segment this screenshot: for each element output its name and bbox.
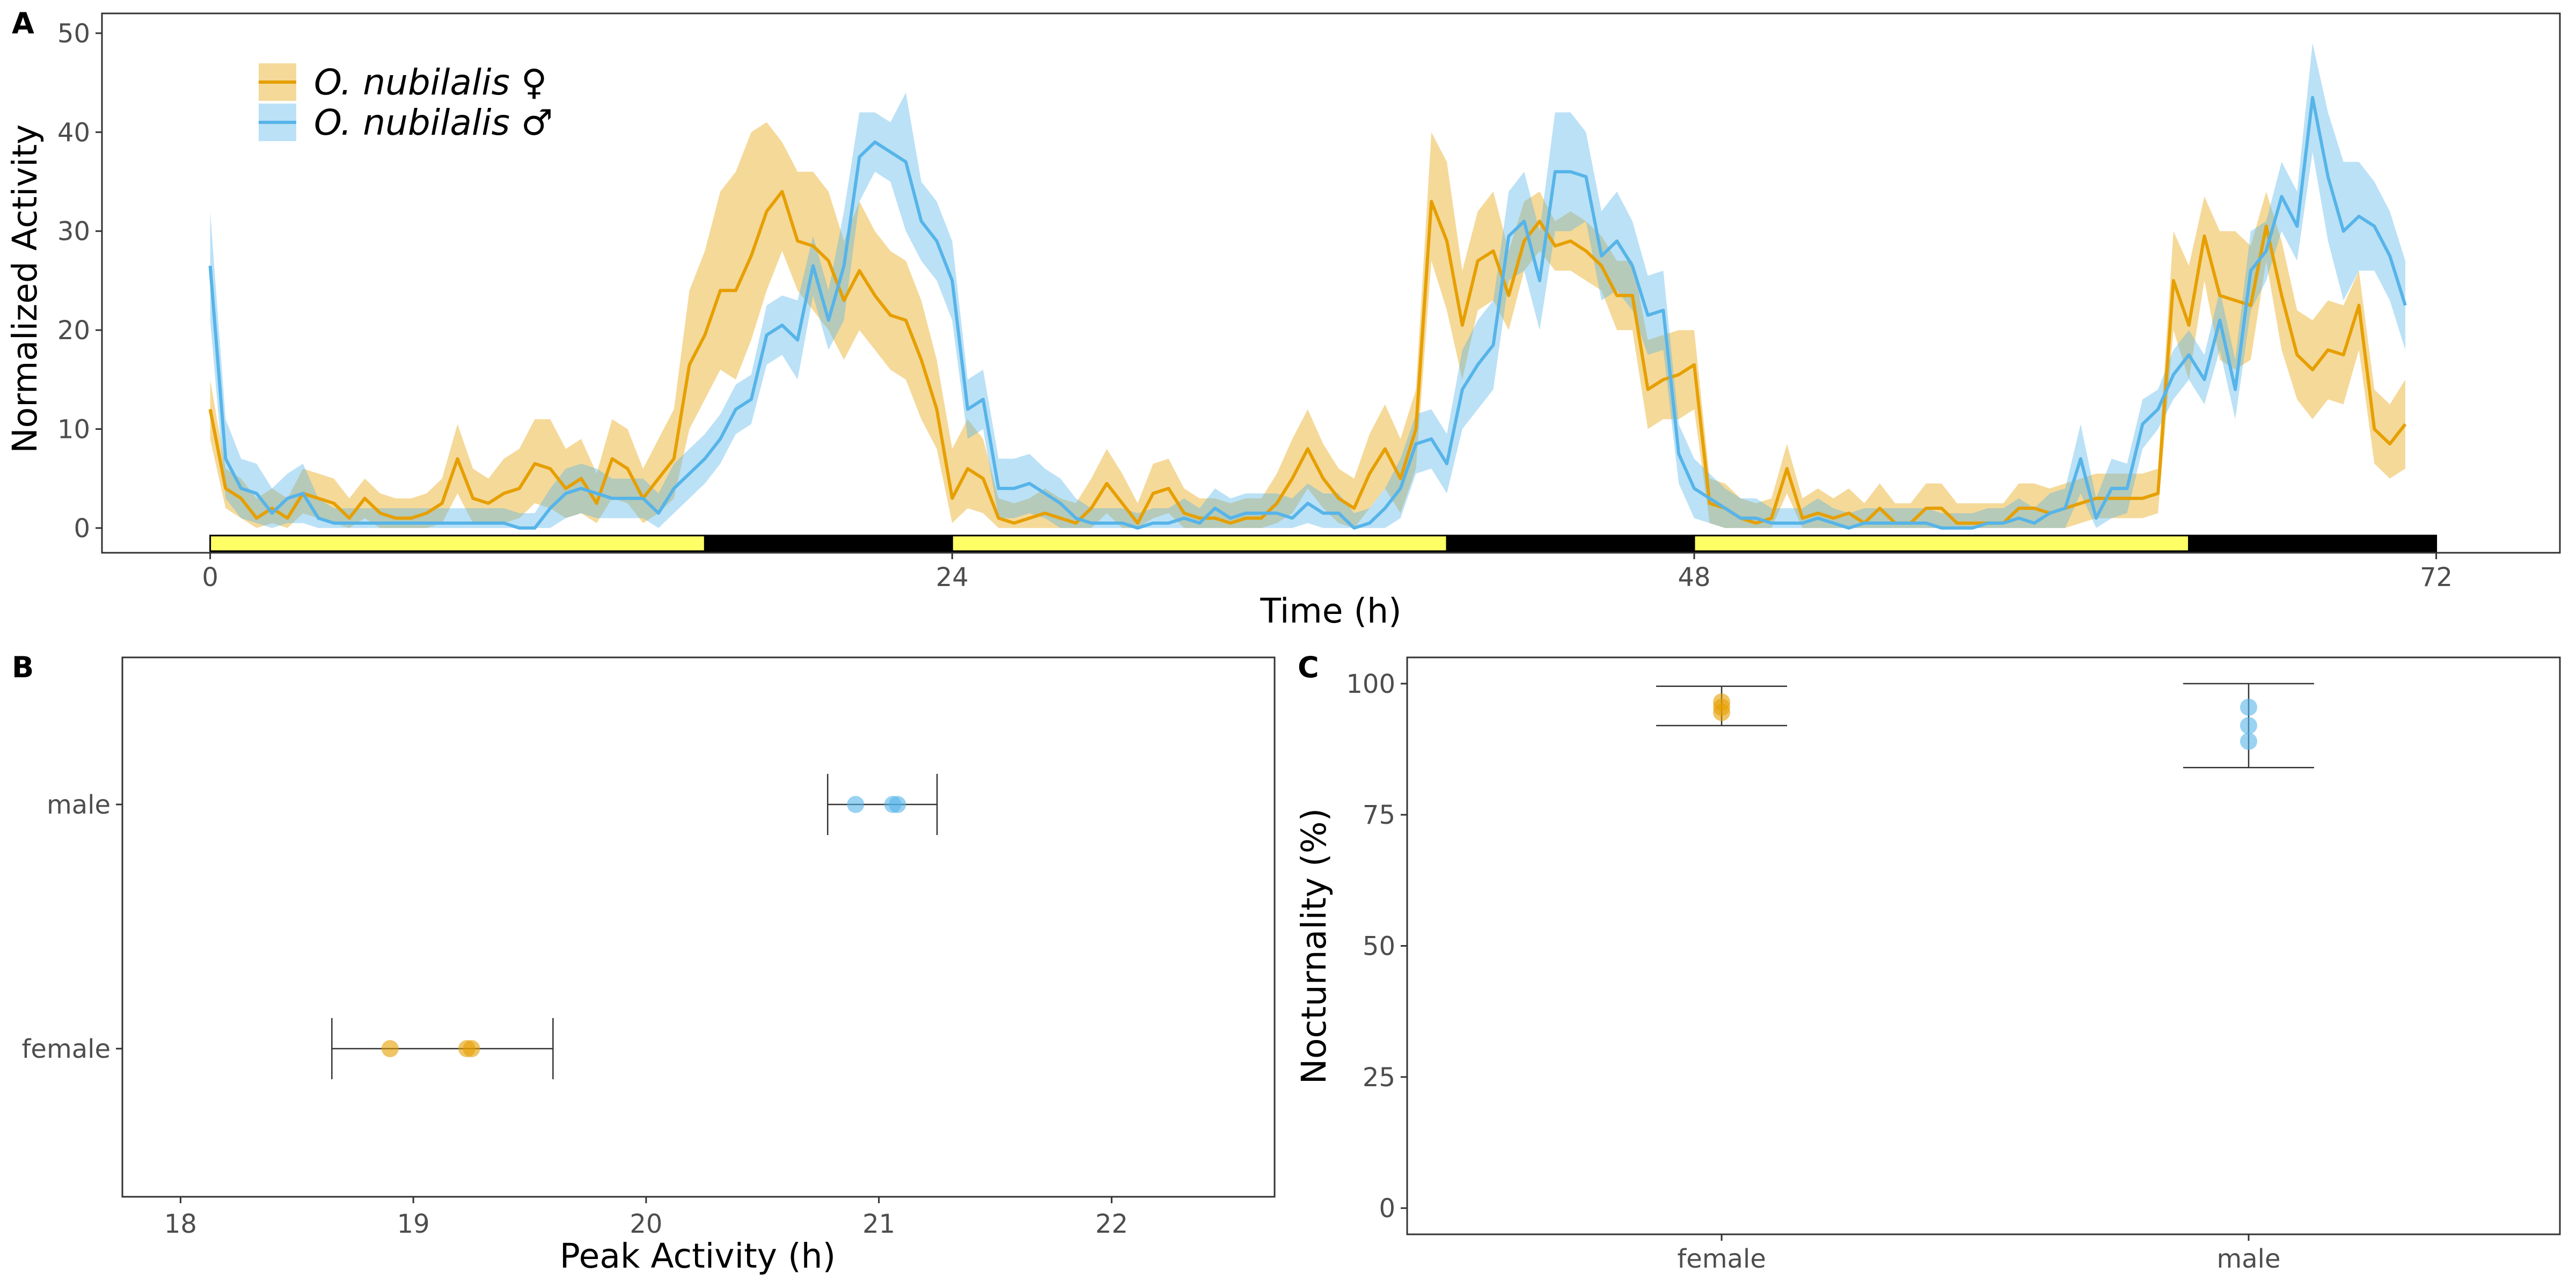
y-tick-label: 20 xyxy=(57,316,90,346)
photoperiod-light xyxy=(1693,535,2190,552)
panel-a: A 0 10 20 30 40 50 0 24 48 72 Time (h) Normalized… xyxy=(5,6,2561,631)
y-tick-label: 0 xyxy=(74,514,90,544)
panel-a-y-axis-title: Normalized Activity xyxy=(5,125,45,453)
x-tick-label: female xyxy=(1677,1244,1766,1274)
y-tick-label: 50 xyxy=(1363,932,1395,962)
panel-c-letter: C xyxy=(1298,650,1319,684)
y-tick-label: 10 xyxy=(57,414,90,444)
point-male xyxy=(2240,733,2257,750)
panel-b: B 18 19 20 21 22 female male Peak Activity (h) xyxy=(12,650,1276,1276)
panel-c-y-axis-title: Nocturnality (%) xyxy=(1294,808,1334,1084)
legend-male-label: O. nubilalis ♂ xyxy=(314,102,553,143)
x-tick-label: 21 xyxy=(862,1209,895,1239)
y-tick-label: 40 xyxy=(57,118,90,148)
photoperiod-dark xyxy=(1446,535,1695,552)
x-tick-label: 48 xyxy=(1678,562,1710,592)
panel-b-marks xyxy=(331,774,938,1079)
panel-c-marks xyxy=(1656,683,2314,769)
panel-b-letter: B xyxy=(12,650,34,684)
point-male xyxy=(2240,717,2257,735)
x-tick-label: 22 xyxy=(1095,1209,1128,1239)
point-male xyxy=(889,796,906,813)
ribbon-female xyxy=(210,122,2405,528)
y-tick-label: 50 xyxy=(57,19,90,49)
panel-a-lines xyxy=(208,96,2407,530)
x-tick-label: 0 xyxy=(202,562,218,592)
x-tick-label: 20 xyxy=(630,1209,662,1239)
panel-a-frame xyxy=(101,12,2561,554)
photoperiod-dark xyxy=(2188,535,2438,552)
photoperiod-bar xyxy=(209,535,2438,552)
y-tick-label: 30 xyxy=(57,217,90,247)
panel-b-x-axis-title: Peak Activity (h) xyxy=(560,1236,836,1276)
y-tick-label: female xyxy=(22,1034,111,1064)
panel-a-ribbons xyxy=(210,43,2405,528)
point-female xyxy=(1713,693,1730,711)
point-male xyxy=(847,796,865,813)
x-tick-label: 18 xyxy=(164,1209,197,1239)
photoperiod-light xyxy=(209,535,706,552)
panel-c-frame xyxy=(1406,656,2561,1235)
legend: O. nubilalis ♀ O. nubilalis ♂ xyxy=(259,62,553,143)
y-tick-label: 75 xyxy=(1363,800,1395,830)
panel-a-letter: A xyxy=(12,6,34,40)
y-tick-label: 0 xyxy=(1379,1194,1395,1224)
x-tick-label: 72 xyxy=(2420,562,2453,592)
x-tick-label: 19 xyxy=(397,1209,430,1239)
line-female xyxy=(208,189,2407,525)
x-tick-label: 24 xyxy=(936,562,969,592)
y-tick-label: 25 xyxy=(1363,1063,1395,1093)
panel-b-frame xyxy=(121,656,1276,1198)
panel-a-ticks: 0 10 20 30 40 50 0 24 48 72 xyxy=(57,19,2453,592)
point-female xyxy=(463,1040,480,1057)
point-female xyxy=(381,1040,399,1057)
panel-b-ticks: 18 19 20 21 22 female male xyxy=(22,790,1128,1239)
legend-female-label: O. nubilalis ♀ xyxy=(314,62,547,103)
panel-c: C 0 25 50 75 100 female male Nocturnality (%) xyxy=(1294,650,2561,1274)
line-male xyxy=(208,96,2407,530)
panel-a-x-axis-title: Time (h) xyxy=(1260,591,1401,631)
point-male xyxy=(2240,698,2257,716)
panel-c-ticks: 0 25 50 75 100 female male xyxy=(1346,669,2280,1274)
y-tick-label: male xyxy=(47,790,111,820)
photoperiod-dark xyxy=(704,535,953,552)
y-tick-label: 100 xyxy=(1346,669,1395,699)
photoperiod-light xyxy=(951,535,1448,552)
x-tick-label: male xyxy=(2216,1244,2280,1274)
